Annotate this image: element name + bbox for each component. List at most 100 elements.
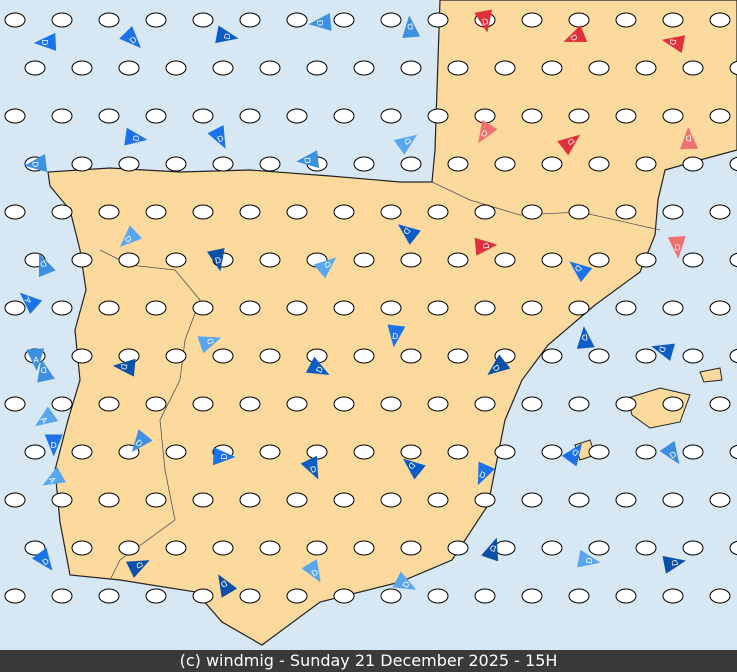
calm-marker	[165, 156, 187, 172]
arrow-shape	[301, 559, 321, 583]
arrow-shape	[300, 455, 319, 480]
arrow-label: D	[205, 337, 216, 346]
arrow-label: D	[123, 234, 134, 245]
calm-marker	[635, 348, 657, 364]
calm-marker	[145, 396, 167, 412]
arrow-shape	[680, 127, 699, 150]
calm-marker	[400, 156, 422, 172]
calm-marker	[286, 492, 308, 508]
calm-marker	[353, 348, 375, 364]
arrow-label: D	[573, 263, 584, 273]
arrow-label: D	[481, 17, 489, 27]
arrow-shape	[313, 257, 337, 279]
arrow-label: D	[214, 256, 222, 266]
arrow-label: D	[668, 450, 678, 461]
arrow-shape	[481, 537, 499, 562]
arrow-shape	[661, 35, 686, 53]
calm-marker	[4, 588, 26, 604]
calm-marker	[259, 444, 281, 460]
arrow-label: D	[401, 580, 412, 590]
calm-marker	[71, 156, 93, 172]
calm-marker	[427, 492, 449, 508]
arrow-shape	[119, 26, 141, 49]
arrow-label: D	[566, 136, 577, 146]
calm-marker	[400, 60, 422, 76]
calm-marker	[380, 492, 402, 508]
calm-marker	[192, 108, 214, 124]
arrow-label: D	[315, 20, 325, 27]
arrow-shape	[207, 248, 225, 272]
calm-marker	[709, 396, 731, 412]
arrow-shape	[305, 356, 330, 375]
calm-marker	[474, 204, 496, 220]
arrow-shape	[402, 15, 421, 39]
calm-marker	[212, 540, 234, 556]
wind-arrow: D	[393, 134, 418, 155]
calm-marker	[192, 492, 214, 508]
calm-marker	[541, 444, 563, 460]
calm-marker	[400, 444, 422, 460]
arrow-shape	[42, 466, 67, 486]
wind-arrow: D	[662, 556, 686, 574]
calm-marker	[635, 156, 657, 172]
arrow-label: D	[489, 543, 498, 554]
arrow-shape	[387, 324, 406, 348]
wind-arrow: D	[300, 455, 319, 480]
calm-marker	[521, 108, 543, 124]
wind-arrow: D	[680, 127, 699, 150]
wind-arrow: D	[37, 359, 55, 383]
wind-arrow: D	[33, 32, 57, 51]
calm-marker	[212, 156, 234, 172]
calm-marker	[4, 492, 26, 508]
wind-arrow: D	[24, 154, 48, 173]
calm-marker	[682, 252, 704, 268]
calm-marker	[521, 204, 543, 220]
calm-marker	[615, 12, 637, 28]
calm-marker	[662, 204, 684, 220]
calm-marker	[51, 588, 73, 604]
calm-marker	[71, 444, 93, 460]
calm-marker	[568, 300, 590, 316]
wind-arrow: D	[478, 119, 498, 144]
wind-arrow: D	[569, 261, 593, 283]
calm-marker	[212, 60, 234, 76]
calm-marker	[24, 444, 46, 460]
calm-marker	[729, 156, 737, 172]
calm-marker	[729, 444, 737, 460]
calm-marker	[474, 492, 496, 508]
arrow-label: D	[51, 441, 57, 450]
arrow-shape	[38, 253, 56, 278]
arrow-label: D	[40, 39, 49, 46]
wind-arrow: D	[667, 236, 686, 259]
arrow-label: D	[128, 35, 139, 46]
calm-marker	[239, 108, 261, 124]
calm-marker	[615, 300, 637, 316]
arrow-label: D	[314, 365, 325, 375]
arrow-label: D	[568, 33, 579, 42]
arrow-label: D	[39, 258, 48, 269]
arrow-shape	[397, 224, 421, 245]
wind-arrow: D	[557, 134, 581, 156]
calm-marker	[165, 540, 187, 556]
arrow-shape	[393, 134, 418, 155]
calm-marker	[588, 252, 610, 268]
calm-marker	[286, 204, 308, 220]
calm-marker	[615, 204, 637, 220]
calm-marker	[24, 540, 46, 556]
calm-marker	[494, 540, 516, 556]
calm-marker	[615, 588, 637, 604]
calm-marker	[306, 540, 328, 556]
arrow-shape	[402, 458, 426, 480]
arrow-label: D	[220, 453, 229, 459]
calm-marker	[541, 156, 563, 172]
wind-arrow: A	[19, 292, 43, 315]
calm-marker	[494, 60, 516, 76]
wind-arrow: D	[215, 25, 239, 44]
arrow-label: D	[491, 363, 502, 373]
calm-marker	[427, 396, 449, 412]
arrow-shape	[487, 354, 511, 376]
calm-marker	[541, 348, 563, 364]
calm-marker	[51, 12, 73, 28]
arrow-label: D	[401, 226, 412, 236]
arrow-shape	[19, 292, 43, 315]
